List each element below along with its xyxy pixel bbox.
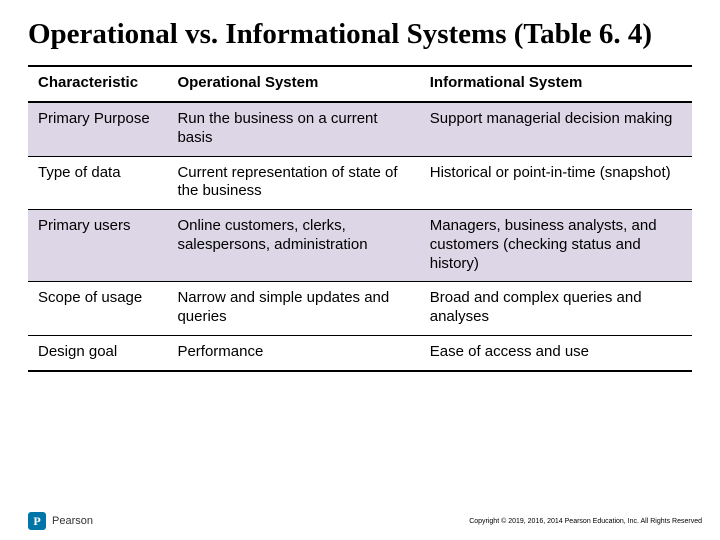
cell-informational: Support managerial decision making [420,102,692,156]
cell-characteristic: Primary Purpose [28,102,167,156]
col-header-informational: Informational System [420,66,692,102]
slide-title: Operational vs. Informational Systems (T… [28,18,692,51]
cell-informational: Ease of access and use [420,335,692,370]
slide: Operational vs. Informational Systems (T… [0,0,720,540]
table-row: Design goal Performance Ease of access a… [28,335,692,370]
cell-operational: Performance [167,335,419,370]
cell-informational: Broad and complex queries and analyses [420,282,692,336]
publisher-name: Pearson [52,515,93,527]
cell-operational: Current representation of state of the b… [167,156,419,210]
cell-informational: Managers, business analysts, and custome… [420,210,692,282]
cell-characteristic: Scope of usage [28,282,167,336]
cell-operational: Narrow and simple updates and queries [167,282,419,336]
publisher-logo: Pearson [28,512,93,530]
slide-footer: Pearson Copyright © 2019, 2016, 2014 Pea… [0,512,720,530]
copyright-text: Copyright © 2019, 2016, 2014 Pearson Edu… [469,518,702,525]
table-row: Scope of usage Narrow and simple updates… [28,282,692,336]
table-row: Primary users Online customers, clerks, … [28,210,692,282]
col-header-operational: Operational System [167,66,419,102]
comparison-table: Characteristic Operational System Inform… [28,65,692,371]
cell-characteristic: Primary users [28,210,167,282]
table-header-row: Characteristic Operational System Inform… [28,66,692,102]
cell-characteristic: Design goal [28,335,167,370]
table-row: Type of data Current representation of s… [28,156,692,210]
pearson-p-icon [28,512,46,530]
cell-characteristic: Type of data [28,156,167,210]
cell-informational: Historical or point-in-time (snapshot) [420,156,692,210]
table-row: Primary Purpose Run the business on a cu… [28,102,692,156]
cell-operational: Online customers, clerks, salespersons, … [167,210,419,282]
col-header-characteristic: Characteristic [28,66,167,102]
cell-operational: Run the business on a current basis [167,102,419,156]
